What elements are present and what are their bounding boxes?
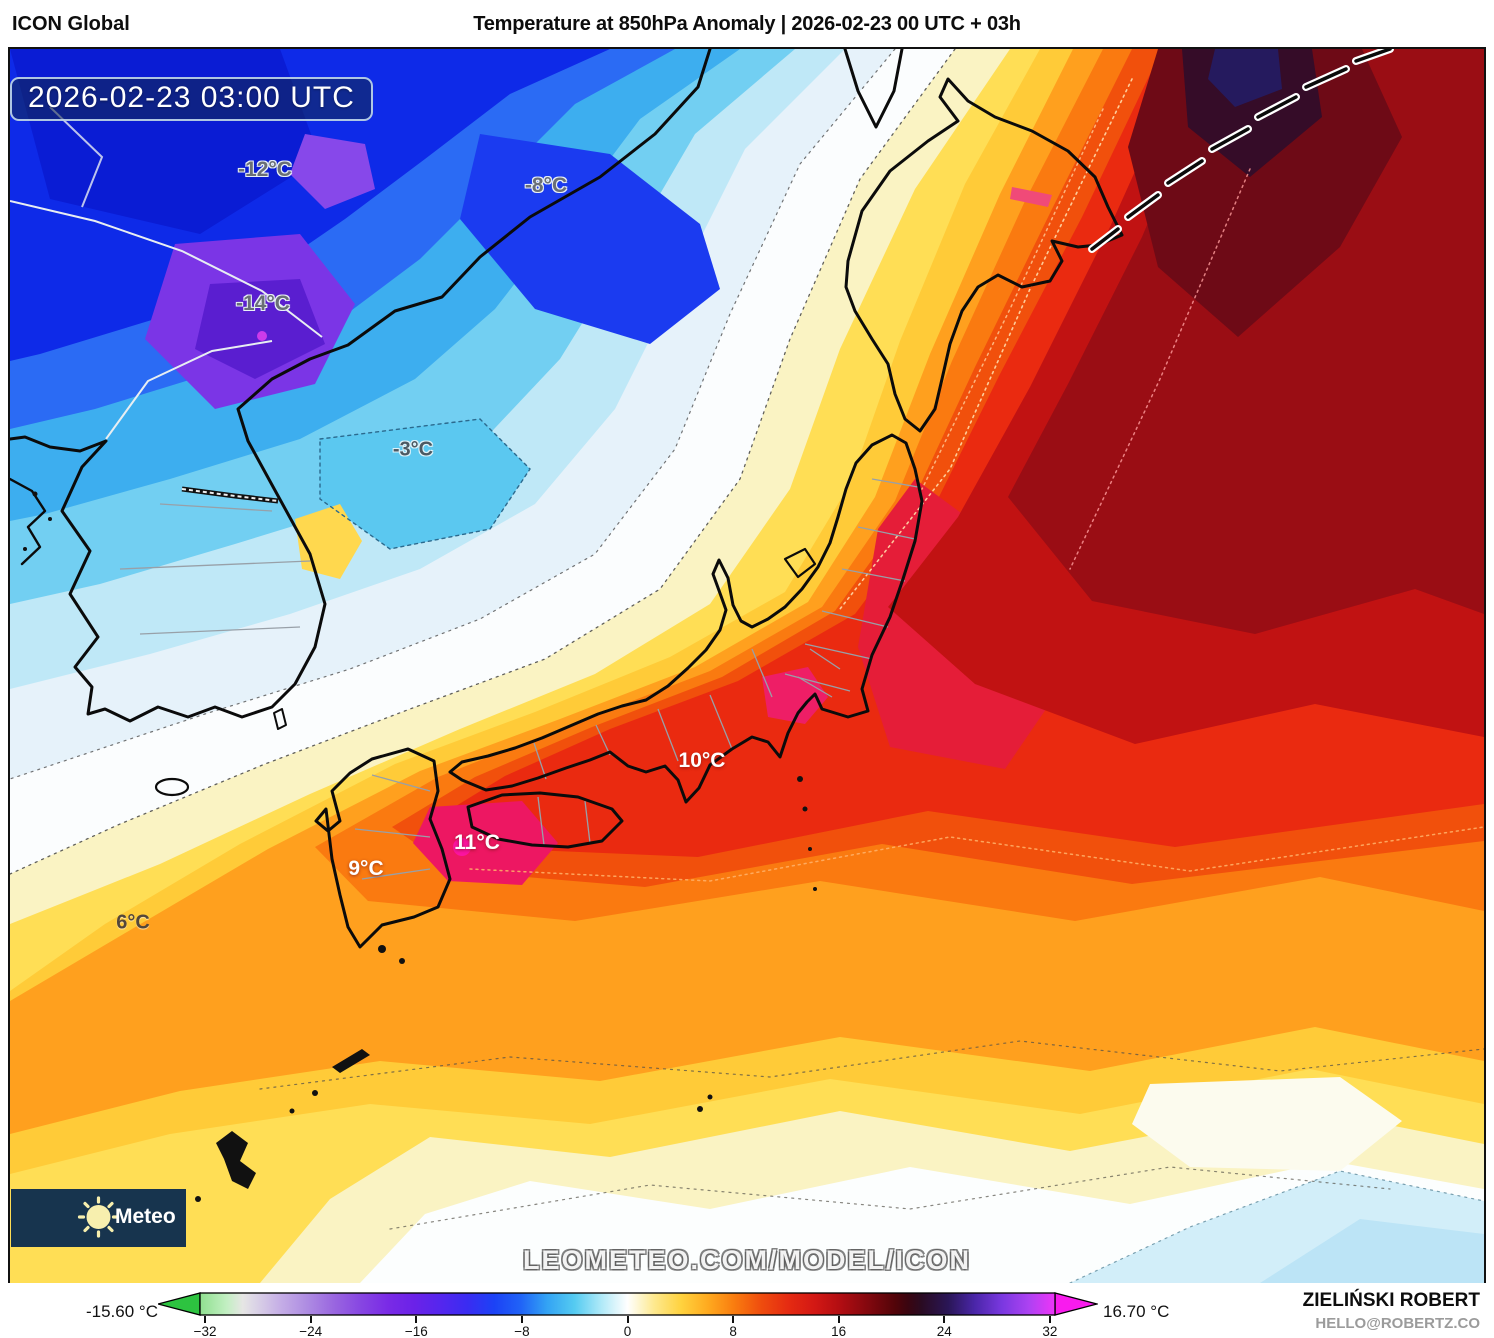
south-bands — [260, 1077, 1484, 1283]
temp-label: -12°C — [238, 158, 292, 181]
colorbar-tick-mark — [309, 1316, 312, 1323]
colorbar-tick-mark — [626, 1316, 629, 1323]
colorbar-tick-mark — [732, 1316, 735, 1323]
temp-label: 9°C — [348, 857, 384, 880]
model-name: ICON Global — [12, 13, 130, 35]
colorbar-tick-label: 32 — [1042, 1324, 1058, 1338]
timestamp-badge: 2026-02-23 03:00 UTC — [10, 77, 373, 121]
colorbar-min-label: -15.60 °C — [85, 1302, 158, 1321]
colorbar-left-arrow — [158, 1292, 201, 1316]
colorbar-tick-mark — [837, 1316, 840, 1323]
sun-icon — [77, 1196, 120, 1238]
colorbar-tick-mark — [204, 1316, 207, 1323]
timestamp-text: 2026-02-23 03:00 UTC — [28, 81, 355, 114]
temp-label: -14°C — [236, 292, 290, 315]
colorbar-tick-mark — [520, 1316, 523, 1323]
temp-label: -8°C — [524, 174, 568, 197]
colorbar-tick-label: −24 — [299, 1324, 323, 1338]
small-islands — [23, 491, 817, 1213]
colorbar-tick-mark — [943, 1316, 946, 1323]
site-logo: Meteo — [11, 1189, 186, 1247]
colorbar-tick-label: 8 — [729, 1324, 737, 1338]
temp-label: 6°C — [116, 911, 150, 934]
coastlines — [10, 49, 1124, 949]
colorbar-tick-label: 0 — [623, 1324, 632, 1338]
admin-boundaries — [119, 478, 919, 880]
watermark: LEOMETEO.COM/MODEL/ICON — [523, 1245, 971, 1275]
temp-label: 10°C — [678, 749, 726, 772]
temp-label: -3°C — [392, 438, 434, 461]
contour-lines — [10, 49, 1484, 1283]
anomaly-map: 2026-02-23 03:00 UTC -12°C -8°C -14°C -3°C 1… — [8, 47, 1486, 1285]
colorbar-gradient — [199, 1292, 1056, 1316]
credit-email: HELLO@ROBERTZ.CO — [1315, 1315, 1480, 1332]
colorbar-tick-label: −8 — [514, 1324, 530, 1338]
colorbar-tick-label: 16 — [831, 1324, 847, 1338]
colorbar — [158, 1292, 1098, 1316]
colorbar-tick-mark — [1048, 1316, 1051, 1323]
chart-title: Temperature at 850hPa Anomaly | 2026-02-… — [473, 13, 1021, 35]
colorbar-max-label: 16.70 °C — [1103, 1302, 1170, 1321]
colorbar-tick-label: −32 — [193, 1324, 217, 1338]
temp-label: 11°C — [454, 831, 500, 854]
footer-bar: -15.60 °C — [0, 1283, 1494, 1338]
international-borders — [10, 106, 323, 440]
cold-bands — [10, 49, 1010, 924]
dmz-line — [181, 486, 279, 504]
colorbar-tick-mark — [415, 1316, 418, 1323]
colorbar-tick-label: 24 — [936, 1324, 952, 1338]
anomaly-map-svg — [10, 49, 1484, 1283]
kuril-islands — [1088, 49, 1394, 253]
header-bar: ICON Global Temperature at 850hPa Anomal… — [0, 0, 1494, 49]
credit-name: ZIELIŃSKI ROBERT — [1302, 1290, 1480, 1311]
logo-text: Meteo — [115, 1205, 176, 1228]
colorbar-right-arrow — [1054, 1292, 1098, 1316]
colorbar-tick-label: −16 — [404, 1324, 428, 1338]
